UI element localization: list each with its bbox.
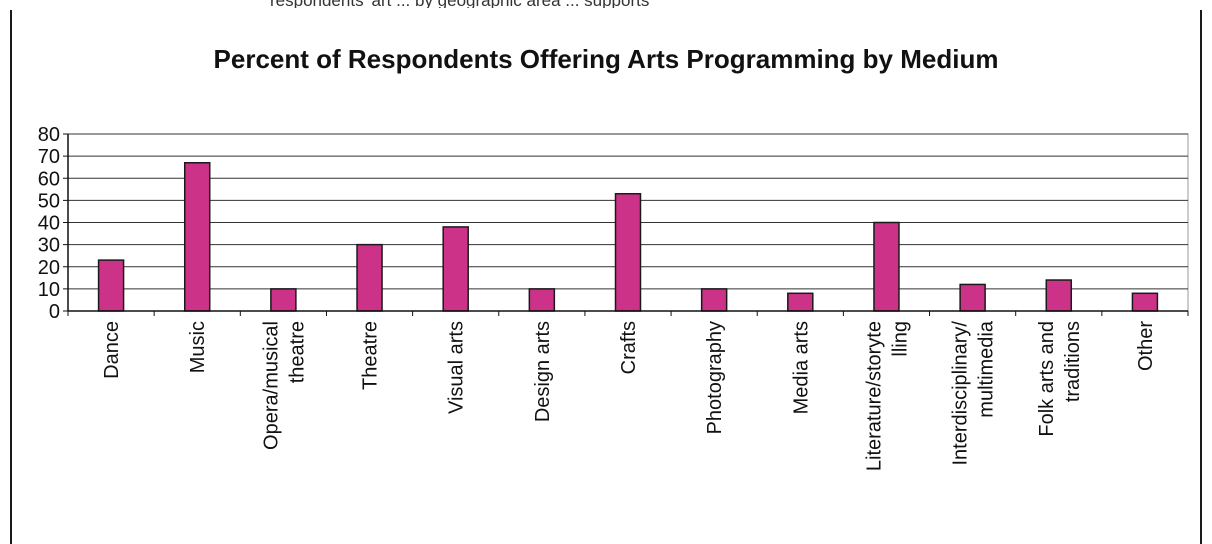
category-label-line: Crafts <box>618 321 640 374</box>
category-label: Opera/musical theatre <box>260 321 308 450</box>
category-label: Theatre <box>360 321 382 390</box>
category-label: Photography <box>704 321 726 434</box>
bar <box>528 288 556 312</box>
category-label-line: Theatre <box>360 321 382 390</box>
category-label: Music <box>187 321 209 373</box>
bar <box>356 243 383 312</box>
category-label-line: Opera/musical <box>260 321 282 450</box>
category-label: Media arts <box>790 321 812 414</box>
y-tick-label: 60 <box>38 168 60 190</box>
category-label-line: Design arts <box>532 321 554 422</box>
category-label: Other <box>1135 321 1157 371</box>
category-label-line: lling <box>889 321 911 357</box>
y-tick-label: 30 <box>38 235 60 257</box>
top-caption: respondents' art ... by geographic area … <box>270 0 1210 8</box>
y-tick-label: 80 <box>38 124 60 146</box>
category-label-line: Visual arts <box>446 321 468 414</box>
category-label: Visual arts <box>446 321 468 414</box>
y-tick-label: 50 <box>38 190 60 212</box>
category-label: Folk arts and traditions <box>1036 321 1084 437</box>
bar <box>787 292 814 312</box>
category-label-line: Interdisciplinary/ <box>950 321 972 466</box>
category-label-line: Other <box>1135 321 1157 371</box>
category-label: Design arts <box>532 321 554 422</box>
bar <box>959 283 986 312</box>
y-tick-label: 70 <box>38 146 60 168</box>
category-label-line: traditions <box>1062 321 1084 402</box>
category-label-line: theatre <box>286 321 308 383</box>
x-axis: Dance Music Opera/musical theatre Theatre Vis… <box>67 310 1189 471</box>
y-tick-label: 20 <box>38 257 60 279</box>
category-label-line: multimedia <box>976 320 998 418</box>
category-label-line: Media arts <box>790 321 812 414</box>
y-tick-label: 40 <box>38 213 60 235</box>
category-label-line: Folk arts and <box>1036 321 1058 437</box>
bar <box>1131 292 1159 312</box>
category-label: Literature/storyte lling <box>863 321 911 471</box>
chart-title: Percent of Respondents Offering Arts Pro… <box>213 44 999 74</box>
bar <box>183 162 211 312</box>
bar <box>270 288 297 312</box>
y-tick-label: 0 <box>49 301 60 323</box>
category-label-line: Music <box>187 321 209 373</box>
bar <box>97 259 125 312</box>
bar <box>873 221 900 312</box>
category-label: Dance <box>101 321 123 379</box>
bar <box>1045 279 1073 312</box>
bar <box>442 226 469 312</box>
bar <box>700 288 728 312</box>
category-label-line: Photography <box>704 321 726 434</box>
category-label: Interdisciplinary/multimedia <box>950 320 998 465</box>
category-label-line: Literature/storyte <box>863 321 885 471</box>
category-label-line: Dance <box>101 321 123 379</box>
bar <box>614 192 642 312</box>
y-tick-label: 10 <box>38 279 60 301</box>
category-label: Crafts <box>618 321 640 374</box>
